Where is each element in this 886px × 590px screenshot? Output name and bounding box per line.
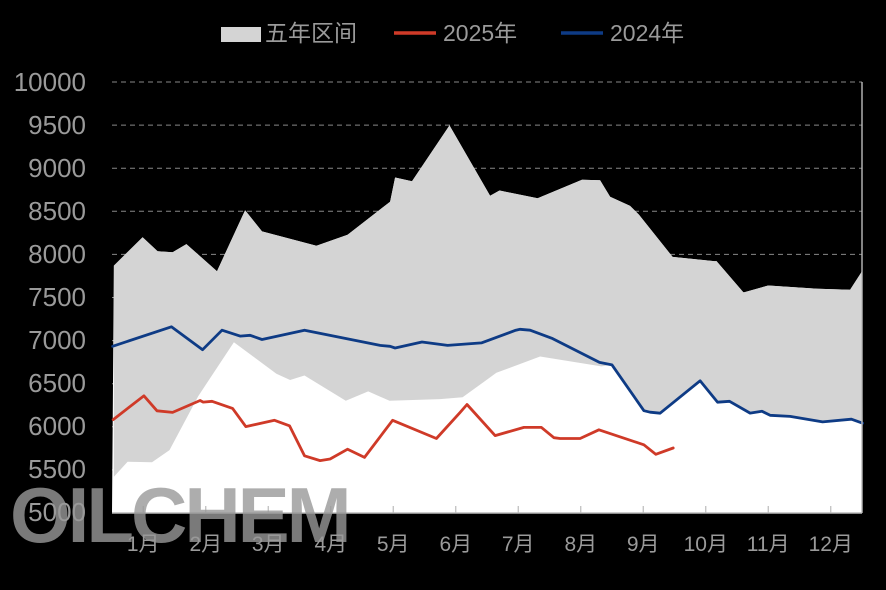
svg-text:8500: 8500 <box>28 196 86 226</box>
svg-text:9月: 9月 <box>627 533 660 556</box>
svg-text:8月: 8月 <box>564 533 597 556</box>
svg-text:OILCHEM: OILCHEM <box>10 471 349 559</box>
svg-text:10月: 10月 <box>684 533 728 556</box>
svg-text:11月: 11月 <box>747 533 790 556</box>
svg-text:8000: 8000 <box>28 239 86 269</box>
svg-text:6月: 6月 <box>439 533 472 556</box>
svg-text:7月: 7月 <box>502 533 535 556</box>
svg-text:2025年: 2025年 <box>443 20 517 46</box>
svg-text:9000: 9000 <box>28 153 86 183</box>
svg-text:7500: 7500 <box>28 282 86 312</box>
svg-text:9500: 9500 <box>28 110 86 140</box>
svg-text:6500: 6500 <box>28 368 86 398</box>
svg-text:12月: 12月 <box>809 533 853 556</box>
svg-text:5月: 5月 <box>377 533 410 556</box>
svg-text:2024年: 2024年 <box>610 20 684 46</box>
svg-text:6000: 6000 <box>28 411 86 441</box>
svg-text:10000: 10000 <box>14 67 86 97</box>
svg-text:五年区间: 五年区间 <box>265 20 357 46</box>
svg-text:7000: 7000 <box>28 325 86 355</box>
